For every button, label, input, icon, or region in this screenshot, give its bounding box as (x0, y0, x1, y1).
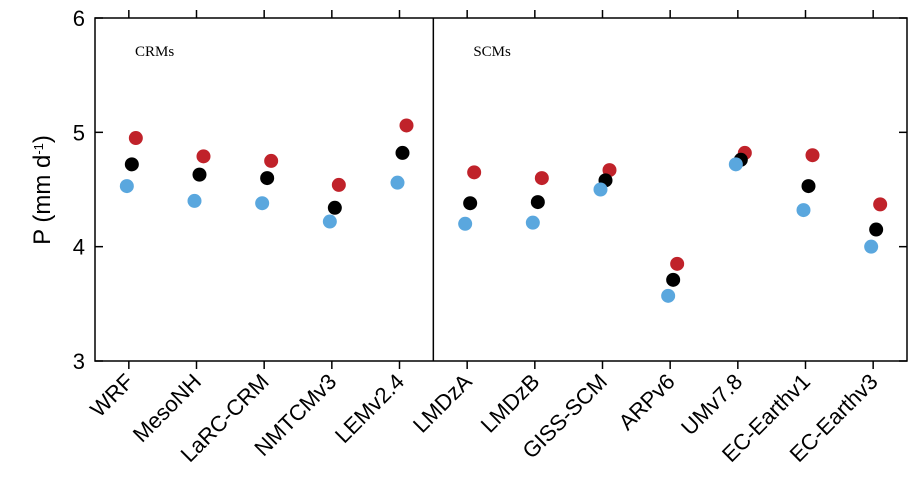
data-point-series-3 (728, 157, 743, 172)
y-tick-label: 6 (73, 6, 85, 31)
data-point-series-3 (187, 193, 202, 208)
data-point-series-1 (467, 165, 482, 180)
data-point-series-3 (864, 239, 879, 254)
y-axis-label-main: P (mm d (29, 155, 56, 245)
x-tick-label-wrf: WRF (85, 369, 138, 422)
data-point-series-3 (322, 214, 337, 229)
data-point-series-3 (458, 216, 473, 231)
data-point-series-1 (805, 148, 820, 163)
x-tick-label-lmdzb: LMDzB (476, 369, 545, 438)
y-tick-labels: 3 4 5 6 (73, 6, 85, 374)
data-point-series-3 (119, 179, 134, 194)
data-point-series-1 (534, 171, 549, 186)
panel-labels: CRMs SCMs (135, 44, 511, 60)
y-tick-label: 5 (73, 120, 85, 145)
data-point-series-2 (192, 167, 207, 182)
y-axis-label: P (mm d-1) (29, 135, 56, 245)
plot-frame (94, 17, 908, 362)
x-tick-label-arpv6: ARPv6 (614, 369, 680, 435)
y-tick-label: 4 (73, 235, 85, 260)
data-point-series-2 (666, 272, 681, 287)
data-point-series-2 (869, 222, 884, 237)
data-point-series-3 (796, 203, 811, 218)
data-point-series-2 (395, 145, 410, 160)
data-point-series-2 (260, 171, 275, 186)
data-point-series-2 (463, 196, 478, 211)
y-axis-label-superscript: -1 (31, 143, 46, 155)
data-point-series-2 (124, 157, 139, 172)
data-point-series-3 (593, 182, 608, 197)
data-point-series-2 (530, 195, 545, 210)
data-point-series-3 (390, 175, 405, 190)
y-tick-label: 3 (73, 349, 85, 374)
data-point-series-1 (873, 197, 888, 212)
data-point-series-3 (525, 215, 540, 230)
x-tick-label-lemv2-4: LEMv2.4 (330, 369, 409, 448)
data-point-series-1 (128, 131, 143, 146)
data-point-series-1 (331, 177, 346, 192)
data-point-series-1 (670, 256, 685, 271)
y-axis-label-close: ) (29, 135, 56, 143)
panel-label-scms: SCMs (473, 44, 511, 60)
data-point-series-1 (399, 118, 414, 133)
panel-label-crms: CRMs (135, 44, 174, 60)
x-tick-labels: WRFMesoNHLaRC-CRMNMTCMv3LEMv2.4LMDzALMDz… (85, 369, 882, 467)
x-tick-label-lmdza: LMDzA (408, 369, 477, 438)
data-point-series-3 (255, 196, 270, 211)
plot-border (94, 17, 908, 362)
data-point-series-2 (327, 200, 342, 215)
axis-ticks (95, 10, 907, 369)
data-points (119, 118, 888, 303)
data-point-series-1 (196, 149, 211, 164)
data-point-series-3 (661, 288, 676, 303)
data-point-series-1 (264, 153, 279, 168)
data-point-series-2 (801, 179, 816, 194)
